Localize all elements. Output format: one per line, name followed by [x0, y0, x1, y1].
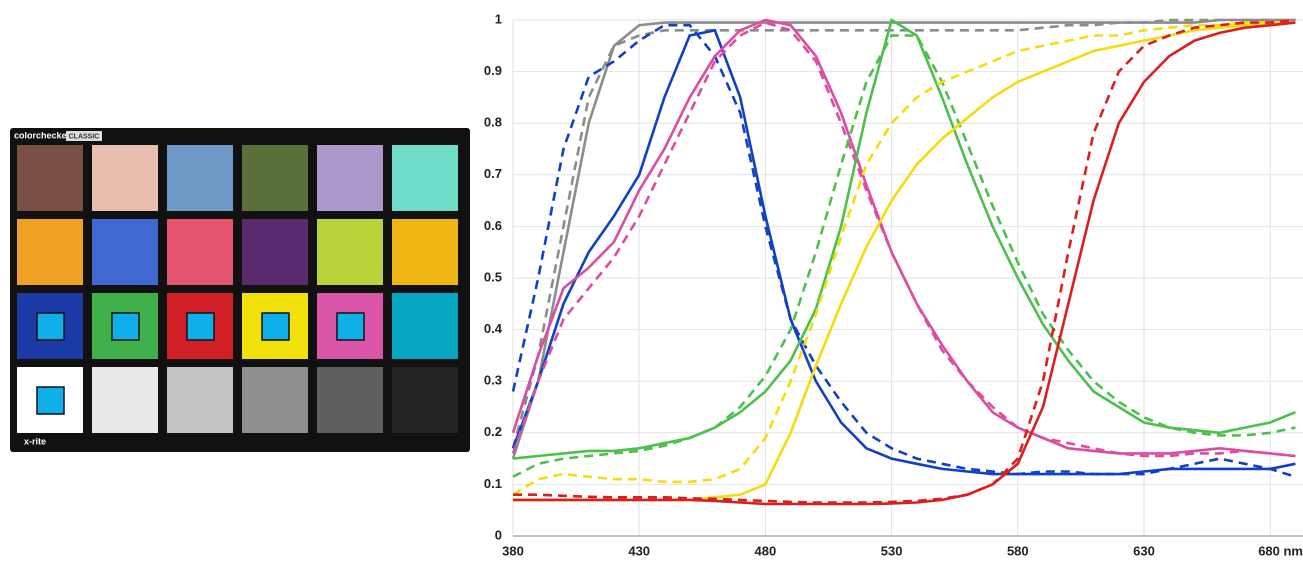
series-line	[513, 18, 1296, 504]
x-tick-label: 530	[881, 543, 903, 558]
series-line	[511, 18, 1296, 458]
swatch	[392, 293, 458, 359]
y-tick-label: 0.6	[484, 218, 502, 233]
swatch-inner	[36, 386, 65, 415]
swatch-inner	[36, 312, 65, 341]
series-line	[512, 17, 1296, 460]
swatch-inner	[111, 312, 140, 341]
x-tick-label: 380	[502, 543, 524, 558]
y-tick-label: 0.5	[484, 269, 502, 284]
series-line	[511, 28, 1296, 476]
y-tick-label: 0.7	[484, 166, 502, 181]
y-tick-label: 0.3	[484, 373, 502, 388]
swatch	[317, 145, 383, 211]
x-tick-label: 580	[1007, 543, 1029, 558]
x-tick-label: 430	[628, 543, 650, 558]
series-line	[512, 34, 1296, 478]
swatch	[92, 219, 158, 285]
y-tick-label: 0	[495, 527, 502, 542]
y-tick-label: 0.1	[484, 476, 502, 491]
swatch	[392, 367, 458, 433]
x-tick-label: 480	[755, 543, 777, 558]
swatch	[242, 145, 308, 211]
swatch	[242, 367, 308, 433]
series-line	[511, 18, 1296, 460]
y-tick-label: 0.8	[484, 115, 502, 130]
swatch	[392, 145, 458, 211]
x-tick-label: 680 nm	[1258, 543, 1303, 558]
series-line	[513, 21, 1296, 506]
swatch	[17, 219, 83, 285]
y-tick-label: 1	[495, 11, 502, 26]
edition-badge	[66, 131, 102, 141]
y-tick-label: 0.4	[484, 321, 503, 336]
series-line	[511, 23, 1296, 478]
series-line	[512, 21, 1296, 496]
color-checker: colorchecker CLASSIC x-rite	[10, 128, 470, 452]
swatch-inner	[186, 312, 215, 341]
series-line	[511, 21, 1296, 458]
checker-edition: CLASSIC	[69, 133, 100, 140]
swatch-grid	[17, 145, 458, 433]
swatch-inner	[261, 312, 290, 341]
swatch	[17, 145, 83, 211]
swatch	[92, 145, 158, 211]
series-line	[511, 18, 1296, 449]
swatch	[167, 367, 233, 433]
x-tick-label: 630	[1133, 543, 1155, 558]
swatch	[317, 219, 383, 285]
swatch	[242, 219, 308, 285]
y-tick-label: 0.9	[484, 63, 502, 78]
swatch	[167, 219, 233, 285]
y-tick-label: 0.2	[484, 424, 502, 439]
swatch	[92, 367, 158, 433]
swatch	[317, 367, 383, 433]
swatch	[167, 145, 233, 211]
checker-brand: colorchecker	[14, 130, 71, 140]
swatch	[392, 219, 458, 285]
checker-maker: x-rite	[24, 436, 46, 446]
swatch-inner	[336, 312, 365, 341]
